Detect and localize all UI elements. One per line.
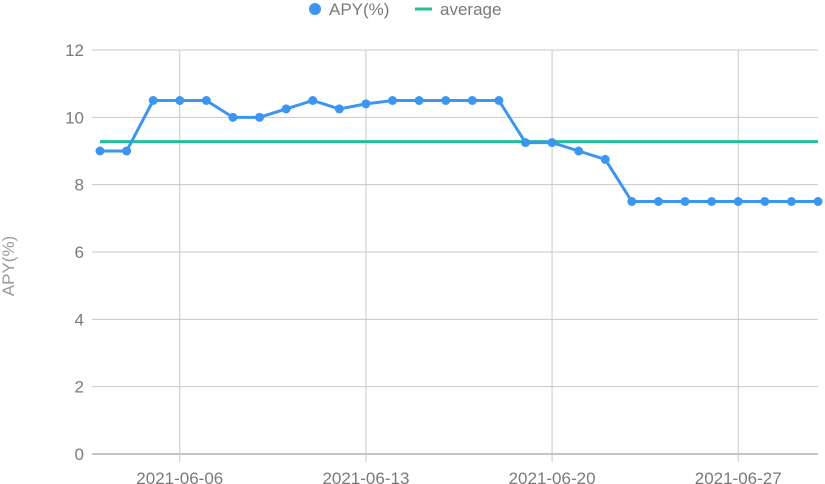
y-tick-label: 12 <box>65 41 84 60</box>
apy-point[interactable] <box>653 197 663 206</box>
x-tick-label: 2021-06-20 <box>509 469 596 484</box>
apy-point[interactable] <box>255 112 265 122</box>
x-tick-label: 2021-06-06 <box>136 469 223 484</box>
apy-point[interactable] <box>680 197 690 206</box>
apy-point[interactable] <box>281 104 291 114</box>
y-tick-label: 8 <box>75 176 84 195</box>
apy-point[interactable] <box>334 104 344 114</box>
y-axis-title: APY(%) <box>0 236 18 296</box>
y-tick-label: 4 <box>75 310 84 329</box>
apy-point[interactable] <box>122 146 132 156</box>
legend-apy-label[interactable]: APY(%) <box>329 0 389 19</box>
apy-point[interactable] <box>520 138 530 148</box>
apy-point[interactable] <box>95 146 105 156</box>
apy-line <box>100 99 818 203</box>
apy-point[interactable] <box>148 96 158 105</box>
apy-point[interactable] <box>414 96 424 105</box>
apy-point[interactable] <box>733 197 743 206</box>
apy-point[interactable] <box>201 96 211 105</box>
y-tick-label: 6 <box>75 243 84 262</box>
apy-point[interactable] <box>308 96 318 105</box>
y-tick-label: 2 <box>75 378 84 397</box>
apy-point[interactable] <box>786 197 796 206</box>
y-tick-label: 10 <box>65 108 84 127</box>
apy-point[interactable] <box>627 197 637 206</box>
x-tick-label: 2021-06-13 <box>322 469 409 484</box>
apy-point[interactable] <box>760 197 770 206</box>
grid <box>92 49 818 462</box>
x-tick-label: 2021-06-27 <box>695 469 782 484</box>
apy-point[interactable] <box>600 154 610 164</box>
apy-series <box>95 96 823 206</box>
apy-point[interactable] <box>228 112 238 122</box>
legend-apy-marker[interactable] <box>309 3 321 15</box>
legend-average-label[interactable]: average <box>440 0 501 19</box>
apy-point[interactable] <box>494 96 504 105</box>
apy-point[interactable] <box>388 96 398 105</box>
apy-point[interactable] <box>467 96 477 105</box>
y-tick-label: 0 <box>75 445 84 464</box>
legend[interactable]: APY(%) average <box>309 0 501 19</box>
apy-point[interactable] <box>175 96 185 105</box>
apy-point[interactable] <box>441 96 451 105</box>
apy-point[interactable] <box>547 138 557 148</box>
apy-point[interactable] <box>574 146 584 156</box>
apy-point[interactable] <box>361 99 371 109</box>
apy-point[interactable] <box>813 197 823 206</box>
x-axis: 2021-06-06 2021-06-13 2021-06-20 2021-06-27 <box>136 469 781 484</box>
y-axis: 0 2 4 6 8 10 12 <box>65 41 84 464</box>
apy-point[interactable] <box>707 197 717 206</box>
